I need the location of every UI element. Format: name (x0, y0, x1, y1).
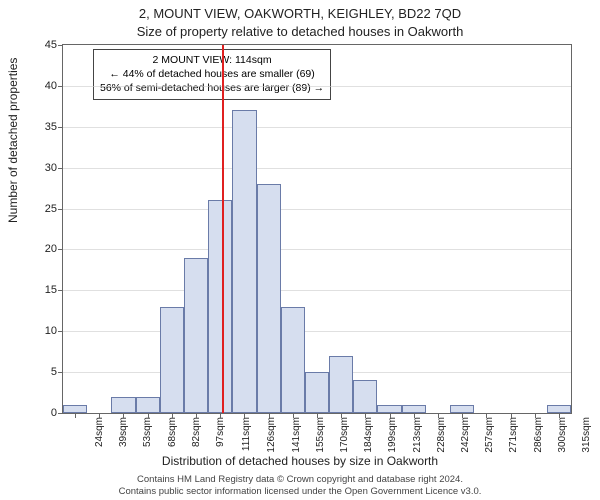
y-tick-mark (58, 45, 63, 46)
info-box: 2 MOUNT VIEW: 114sqm ← 44% of detached h… (93, 49, 331, 100)
gridline (63, 290, 571, 291)
footer-line-1: Contains HM Land Registry data © Crown c… (0, 474, 600, 486)
x-tick-label: 97sqm (211, 417, 226, 447)
chart-container: 2, MOUNT VIEW, OAKWORTH, KEIGHLEY, BD22 … (0, 0, 600, 500)
histogram-bar (111, 397, 135, 413)
marker-line (222, 45, 224, 413)
histogram-bar (136, 397, 160, 413)
x-tick-label: 111sqm (237, 417, 252, 451)
gridline (63, 127, 571, 128)
histogram-bar (281, 307, 305, 413)
histogram-bar (208, 200, 232, 413)
y-tick-mark (58, 372, 63, 373)
x-tick-mark (244, 413, 245, 418)
title-address: 2, MOUNT VIEW, OAKWORTH, KEIGHLEY, BD22 … (0, 6, 600, 21)
x-tick-mark (293, 413, 294, 418)
x-tick-mark (414, 413, 415, 418)
x-tick-label: 126sqm (262, 417, 277, 453)
x-tick-mark (317, 413, 318, 418)
y-tick-mark (58, 290, 63, 291)
histogram-bar (305, 372, 329, 413)
x-tick-label: 68sqm (163, 417, 178, 447)
x-tick-mark (462, 413, 463, 418)
info-line-2: ← 44% of detached houses are smaller (69… (100, 67, 324, 81)
y-tick-mark (58, 331, 63, 332)
x-tick-label: 82sqm (187, 417, 202, 447)
title-subtitle: Size of property relative to detached ho… (0, 24, 600, 39)
x-tick-mark (75, 413, 76, 418)
x-tick-label: 155sqm (311, 417, 326, 453)
x-tick-mark (172, 413, 173, 418)
y-tick-mark (58, 249, 63, 250)
histogram-bar (402, 405, 426, 413)
x-tick-label: 184sqm (359, 417, 374, 453)
x-tick-mark (390, 413, 391, 418)
histogram-bar (547, 405, 571, 413)
y-tick-mark (58, 168, 63, 169)
x-tick-label: 141sqm (286, 417, 301, 453)
histogram-bar (257, 184, 281, 413)
y-tick-mark (58, 413, 63, 414)
y-tick-mark (58, 209, 63, 210)
info-line-1: 2 MOUNT VIEW: 114sqm (100, 53, 324, 67)
x-tick-mark (99, 413, 100, 418)
x-tick-mark (511, 413, 512, 418)
x-tick-mark (559, 413, 560, 418)
x-tick-label: 300sqm (552, 417, 567, 453)
histogram-bar (63, 405, 87, 413)
footer: Contains HM Land Registry data © Crown c… (0, 474, 600, 498)
x-tick-label: 170sqm (335, 417, 350, 453)
x-tick-label: 24sqm (90, 417, 105, 447)
x-tick-mark (269, 413, 270, 418)
x-tick-mark (535, 413, 536, 418)
x-tick-label: 39sqm (114, 417, 129, 447)
gridline (63, 209, 571, 210)
gridline (63, 86, 571, 87)
x-tick-mark (220, 413, 221, 418)
x-tick-label: 53sqm (138, 417, 153, 447)
x-tick-mark (148, 413, 149, 418)
x-tick-label: 257sqm (480, 417, 495, 453)
footer-line-2: Contains public sector information licen… (0, 486, 600, 498)
info-line-3: 56% of semi-detached houses are larger (… (100, 81, 324, 95)
y-axis-label: Number of detached properties (6, 58, 20, 223)
histogram-bar (353, 380, 377, 413)
x-tick-label: 213sqm (407, 417, 422, 453)
histogram-bar (377, 405, 401, 413)
x-tick-mark (365, 413, 366, 418)
gridline (63, 168, 571, 169)
gridline (63, 331, 571, 332)
x-tick-label: 228sqm (432, 417, 447, 453)
y-tick-mark (58, 127, 63, 128)
histogram-bar (184, 258, 208, 413)
x-tick-mark (123, 413, 124, 418)
x-tick-label: 242sqm (456, 417, 471, 453)
histogram-bar (450, 405, 474, 413)
y-tick-mark (58, 86, 63, 87)
x-tick-label: 286sqm (528, 417, 543, 453)
x-tick-mark (438, 413, 439, 418)
x-tick-label: 271sqm (504, 417, 519, 453)
x-tick-label: 315sqm (577, 417, 592, 453)
histogram-bar (232, 110, 256, 413)
x-tick-mark (341, 413, 342, 418)
histogram-bar (160, 307, 184, 413)
gridline (63, 249, 571, 250)
x-tick-mark (196, 413, 197, 418)
x-axis-label: Distribution of detached houses by size … (0, 454, 600, 468)
x-tick-mark (486, 413, 487, 418)
x-tick-label: 199sqm (383, 417, 398, 453)
plot-area: 2 MOUNT VIEW: 114sqm ← 44% of detached h… (62, 44, 572, 414)
histogram-bar (329, 356, 353, 413)
